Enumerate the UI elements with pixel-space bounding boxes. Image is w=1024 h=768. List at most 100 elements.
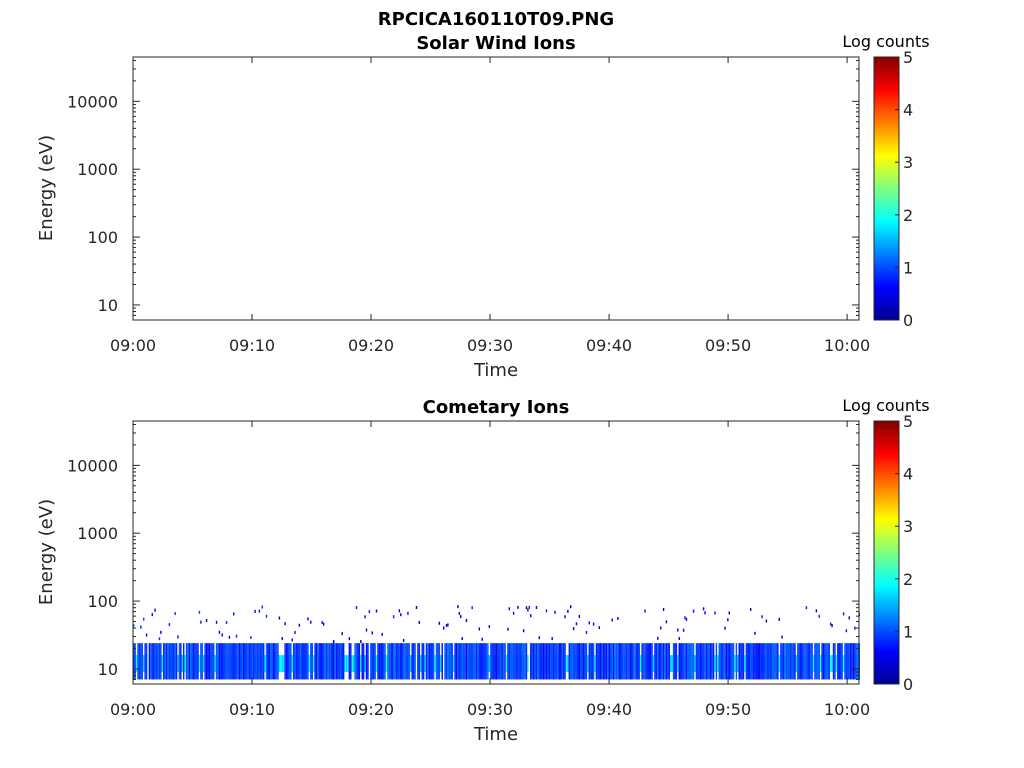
heatmap-cell — [418, 643, 421, 680]
heatmap-cell — [471, 643, 473, 680]
heatmap-cell — [819, 655, 822, 673]
heatmap-cell — [681, 643, 683, 680]
heatmap-cell — [437, 643, 439, 680]
heatmap-cell — [268, 643, 271, 680]
heatmap-cell — [520, 643, 522, 680]
colorbar-tick-label: 4 — [903, 465, 913, 484]
y-tick-label: 1000 — [77, 160, 118, 179]
heatmap-cell — [290, 643, 292, 680]
heatmap-cell — [825, 643, 828, 680]
heatmap-cell — [751, 643, 753, 680]
heatmap-cell — [538, 643, 541, 680]
heatmap-cell — [575, 622, 578, 626]
heatmap-cell — [592, 622, 595, 626]
heatmap-cell — [502, 643, 505, 680]
heatmap-cell — [774, 643, 776, 680]
heatmap-cell — [197, 643, 199, 680]
heatmap-cell — [185, 643, 188, 680]
heatmap-cell — [182, 643, 185, 680]
heatmap-cell — [208, 643, 211, 680]
heatmap-cell — [620, 643, 622, 680]
heatmap-cell — [344, 655, 346, 673]
heatmap-cell — [138, 643, 141, 680]
heatmap-cell — [324, 643, 326, 680]
heatmap-cell — [554, 610, 556, 614]
heatmap-cell — [464, 643, 466, 680]
heatmap-cell — [541, 643, 543, 680]
heatmap-cell — [394, 643, 396, 680]
heatmap-cell — [225, 620, 228, 624]
heatmap-cell — [818, 614, 820, 618]
heatmap-cell — [165, 643, 168, 680]
heatmap-cell — [647, 643, 649, 680]
heatmap-cell — [230, 643, 232, 680]
heatmap-cell — [772, 643, 775, 680]
heatmap-cell — [585, 643, 588, 680]
heatmap-cell — [205, 618, 208, 622]
heatmap-cell — [350, 643, 352, 680]
heatmap-cell — [714, 655, 716, 673]
heatmap-cell — [532, 643, 535, 680]
heatmap-cell — [252, 643, 255, 680]
heatmap-cell — [154, 643, 156, 680]
heatmap-cell — [815, 643, 818, 680]
heatmap-cell — [305, 643, 308, 680]
heatmap-cell — [761, 615, 763, 619]
heatmap-cell — [745, 643, 748, 680]
heatmap-cell — [341, 643, 343, 680]
heatmap-cell — [322, 643, 325, 680]
heatmap-cell — [695, 643, 698, 680]
heatmap-cell — [527, 608, 529, 612]
heatmap-cell — [510, 643, 512, 680]
heatmap-cell — [622, 643, 625, 680]
colorbar — [873, 56, 900, 321]
plot-frame — [132, 420, 860, 685]
heatmap-cell — [452, 655, 455, 673]
heatmap-cell — [284, 622, 286, 626]
heatmap-cell — [438, 621, 441, 625]
heatmap-cell — [737, 655, 739, 673]
heatmap-cell — [684, 616, 686, 620]
heatmap-cell — [285, 643, 288, 680]
heatmap-cell — [180, 643, 182, 680]
heatmap-cell — [362, 643, 365, 680]
heatmap-cell — [221, 643, 223, 680]
heatmap-cell — [317, 643, 319, 680]
x-tick-label: 09:30 — [467, 700, 513, 719]
heatmap-cell — [782, 643, 785, 680]
heatmap-cell — [222, 643, 225, 680]
heatmap-cell — [827, 643, 829, 680]
heatmap-cell — [392, 643, 395, 680]
heatmap-cell — [235, 634, 238, 638]
heatmap-cell — [625, 643, 628, 680]
heatmap-cell — [315, 643, 318, 680]
heatmap-cell — [608, 643, 611, 680]
heatmap-cell — [218, 643, 221, 680]
heatmap-cell — [734, 655, 736, 673]
heatmap-cell — [704, 643, 706, 680]
heatmap-cell — [232, 612, 235, 616]
heatmap-cell — [570, 643, 572, 680]
colorbar-tick-label: 2 — [903, 206, 913, 225]
heatmap-cell — [307, 617, 309, 621]
colorbar-tick-label: 3 — [903, 153, 913, 172]
heatmap-cell — [360, 655, 362, 673]
heatmap-cell — [450, 643, 452, 680]
heatmap-cell — [627, 643, 629, 680]
heatmap-cell — [322, 622, 325, 626]
heatmap-cell — [158, 643, 161, 680]
heatmap-cell — [445, 623, 448, 627]
heatmap-cell — [254, 643, 256, 680]
heatmap-cell — [844, 643, 846, 680]
heatmap-cell — [148, 643, 151, 680]
heatmap-cell — [535, 605, 538, 609]
heatmap-cell — [570, 605, 572, 609]
heatmap-cell — [837, 643, 839, 680]
heatmap-cell — [577, 643, 579, 680]
heatmap-cell — [484, 643, 486, 680]
colorbar-tick-label: 1 — [903, 622, 913, 641]
heatmap-cell — [250, 636, 252, 640]
heatmap-cell — [457, 605, 459, 609]
heatmap-cell — [447, 623, 449, 627]
heatmap-cell — [689, 643, 692, 680]
